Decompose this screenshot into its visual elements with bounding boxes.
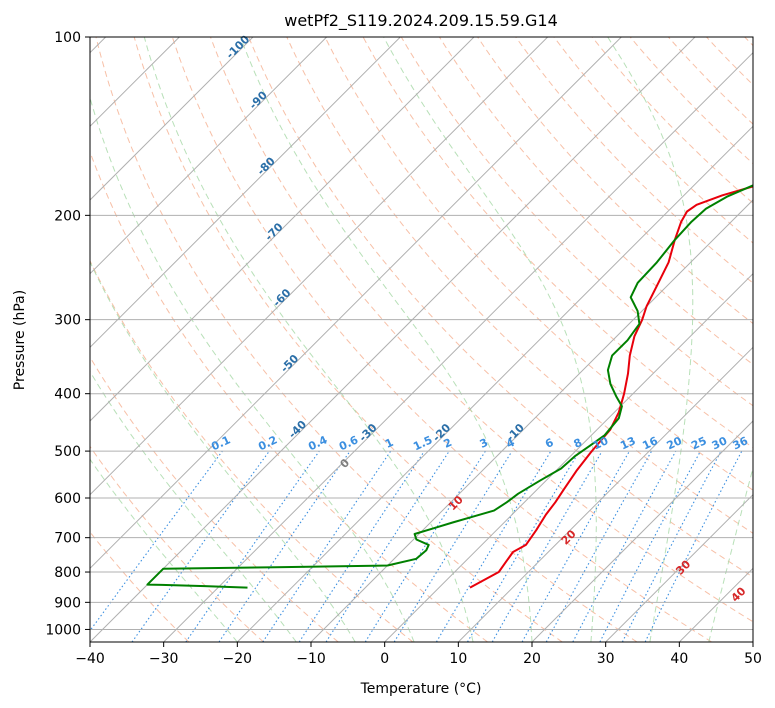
y-tick-label: 900 — [54, 595, 81, 611]
dry-adiabat-line — [400, 37, 753, 407]
moist-adiabat-line — [708, 466, 753, 642]
y-tick-label: 700 — [54, 531, 81, 547]
isotherm-line — [90, 37, 328, 275]
plot-frame — [89, 36, 754, 643]
isotherm-line — [457, 346, 753, 642]
y-tick-label: 400 — [54, 387, 81, 403]
isotherm-line — [163, 51, 753, 642]
dry-adiabat-line — [477, 37, 753, 325]
x-axis-label: Temperature (°C) — [360, 681, 482, 697]
mixing-ratio-label: 10 — [591, 434, 611, 452]
dry-adiabat-line — [515, 37, 753, 284]
dry-adiabat-line — [133, 37, 638, 642]
mixing-ratio-line — [545, 450, 653, 642]
dry-adiabat-line — [210, 37, 753, 623]
mixing-ratio-line — [218, 450, 351, 642]
mixing-ratio-line — [521, 450, 630, 642]
isotherm-line — [90, 37, 622, 570]
mixing-ratio-line — [185, 450, 320, 642]
y-tick-label: 1000 — [45, 622, 81, 638]
x-tick-label: 0 — [380, 651, 389, 667]
dry-adiabat-line — [171, 37, 712, 642]
dry-adiabat-line — [95, 37, 563, 642]
mixing-ratio-label: 20 — [665, 434, 685, 452]
dry-adiabat-line — [90, 445, 264, 642]
y-tick-label: 800 — [54, 565, 81, 581]
y-axis-label: Pressure (hPa) — [12, 290, 28, 390]
isotherm-line — [90, 37, 549, 496]
x-axis: −40 −30 −20 −10 0 10 20 30 40 50 — [75, 642, 762, 667]
dry-adiabat-line — [324, 37, 753, 491]
moist-adiabat-line — [607, 37, 694, 642]
gridlines — [90, 37, 753, 642]
x-tick-label: −10 — [296, 651, 326, 667]
chart-title: wetPf2_S119.2024.209.15.59.G14 — [284, 11, 558, 31]
y-tick-label: 600 — [54, 491, 81, 507]
x-tick-label: −20 — [223, 651, 253, 667]
mixing-ratio-line — [90, 450, 223, 632]
moist-adiabat-line — [239, 37, 533, 642]
dry-adiabat-line — [629, 37, 753, 165]
x-tick-label: 10 — [449, 651, 467, 667]
y-axis: 100 200 300 400 500 600 700 800 900 1000 — [45, 30, 90, 638]
x-tick-label: −30 — [149, 651, 179, 667]
isotherm-line — [605, 493, 753, 642]
isotherm-line — [90, 37, 475, 422]
mixing-ratio-line — [644, 450, 743, 642]
mixing-ratio-line — [325, 450, 450, 642]
y-tick-label: 300 — [54, 313, 81, 329]
moist-adiabat-line — [143, 37, 474, 642]
mixing-ratio-line — [572, 450, 677, 642]
dry-adiabat-line — [591, 37, 753, 204]
series-layer — [146, 184, 753, 589]
dry-adiabat-line — [90, 259, 414, 642]
x-tick-label: 50 — [744, 651, 762, 667]
mixing-ratio-label: 16 — [640, 434, 660, 452]
isotherm-line — [236, 125, 753, 642]
mixing-ratio-label: 25 — [689, 434, 708, 452]
mixing-ratio-label: 36 — [731, 434, 751, 452]
moist-adiabat-line — [90, 458, 238, 642]
isotherm-line — [90, 37, 696, 642]
x-tick-label: 30 — [597, 651, 615, 667]
x-tick-label: −40 — [75, 651, 105, 667]
mixing-ratio-line — [131, 450, 270, 642]
dry-adiabat-line — [248, 37, 753, 578]
dewpoint-line — [146, 184, 753, 589]
isotherm-line — [531, 420, 753, 642]
x-tick-label: 20 — [523, 651, 541, 667]
isotherm-line — [310, 199, 753, 642]
y-tick-label: 500 — [54, 444, 81, 460]
isotherm-line — [90, 37, 254, 201]
mixing-ratio-line — [298, 450, 425, 642]
temperature-line — [469, 185, 753, 589]
y-tick-label: 100 — [54, 30, 81, 46]
mixing-ratio-line — [262, 450, 392, 642]
isotherm-line — [90, 37, 401, 349]
isotherm-line — [384, 272, 753, 642]
moist-adiabat-line — [90, 260, 356, 642]
x-tick-label: 40 — [670, 651, 688, 667]
mixing-ratio-label: 13 — [618, 434, 637, 452]
moist-adiabat-line — [383, 37, 597, 642]
mixing-ratio-label: 30 — [710, 434, 730, 452]
moist-adiabat-line — [90, 370, 297, 642]
mixing-ratio-line — [393, 450, 513, 642]
y-tick-label: 200 — [54, 208, 81, 224]
